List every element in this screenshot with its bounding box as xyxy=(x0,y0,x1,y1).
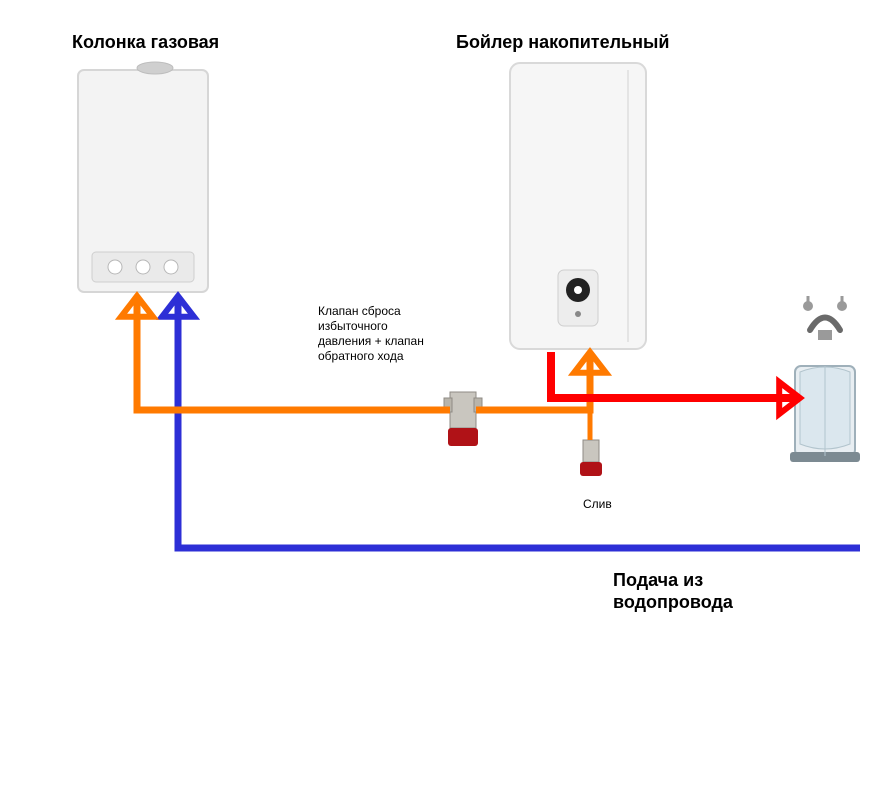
valve-icon xyxy=(444,392,482,446)
shower-cabin-icon xyxy=(790,366,860,462)
pipes-group xyxy=(121,296,860,548)
gas-heater-icon xyxy=(78,62,208,292)
boiler-icon xyxy=(510,63,646,349)
diagram-canvas xyxy=(0,0,879,800)
faucet-icon xyxy=(803,296,847,340)
drain-valve-icon xyxy=(580,440,602,476)
